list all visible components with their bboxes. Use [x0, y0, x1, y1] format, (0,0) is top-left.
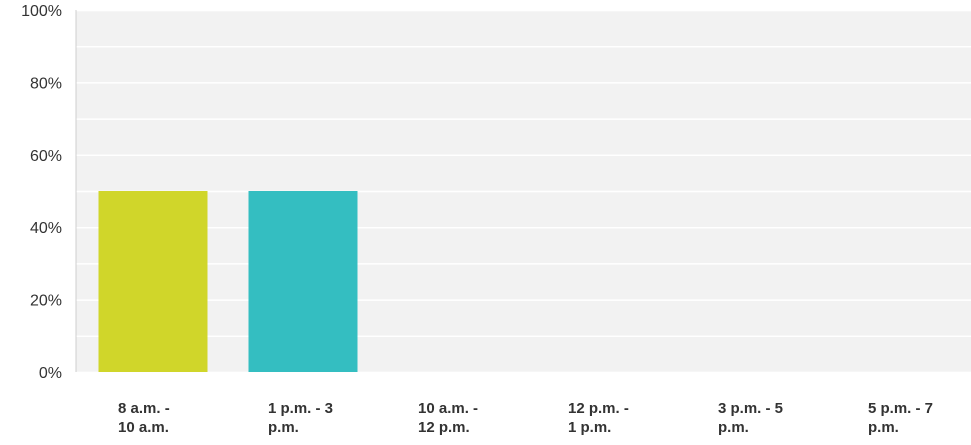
y-tick-label: 60%	[30, 148, 62, 165]
y-tick-label: 40%	[30, 220, 62, 237]
x-tick-label: 8 a.m. -10 a.m.	[118, 400, 170, 436]
bars	[98, 191, 358, 372]
y-tick-label: 80%	[30, 75, 62, 92]
y-tick-label: 0%	[39, 365, 62, 382]
y-axis-ticks: 0% 20% 40% 60% 80% 100%	[21, 3, 62, 382]
y-tick-label: 100%	[21, 3, 62, 20]
x-tick-label: 10 a.m. -12 p.m.	[418, 400, 478, 436]
x-tick-label: 12 p.m. -1 p.m.	[568, 400, 629, 436]
x-tick-label: 1 p.m. - 3 p.m.	[268, 400, 333, 436]
y-tick-label: 20%	[30, 293, 62, 310]
x-axis-ticks: 8 a.m. -10 a.m. 1 p.m. - 3 p.m. 10 a.m. -12…	[118, 400, 933, 436]
bar	[248, 191, 358, 372]
x-tick-label: 5 p.m. - 7 p.m.	[868, 400, 933, 436]
gridlines	[76, 9, 971, 374]
bar	[98, 191, 208, 372]
x-tick-label: 3 p.m. - 5 p.m.	[718, 400, 783, 436]
